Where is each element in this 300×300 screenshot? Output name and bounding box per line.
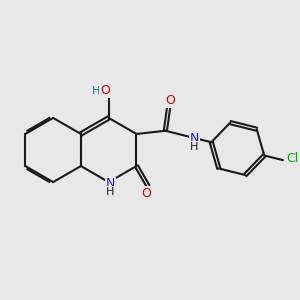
Text: H: H xyxy=(190,142,199,152)
Text: O: O xyxy=(142,187,152,200)
Text: N: N xyxy=(190,132,199,145)
Text: O: O xyxy=(100,84,110,98)
Text: H: H xyxy=(92,86,101,96)
Text: Cl: Cl xyxy=(286,152,298,165)
Text: N: N xyxy=(106,177,115,190)
Text: O: O xyxy=(165,94,175,107)
Text: H: H xyxy=(106,187,115,197)
